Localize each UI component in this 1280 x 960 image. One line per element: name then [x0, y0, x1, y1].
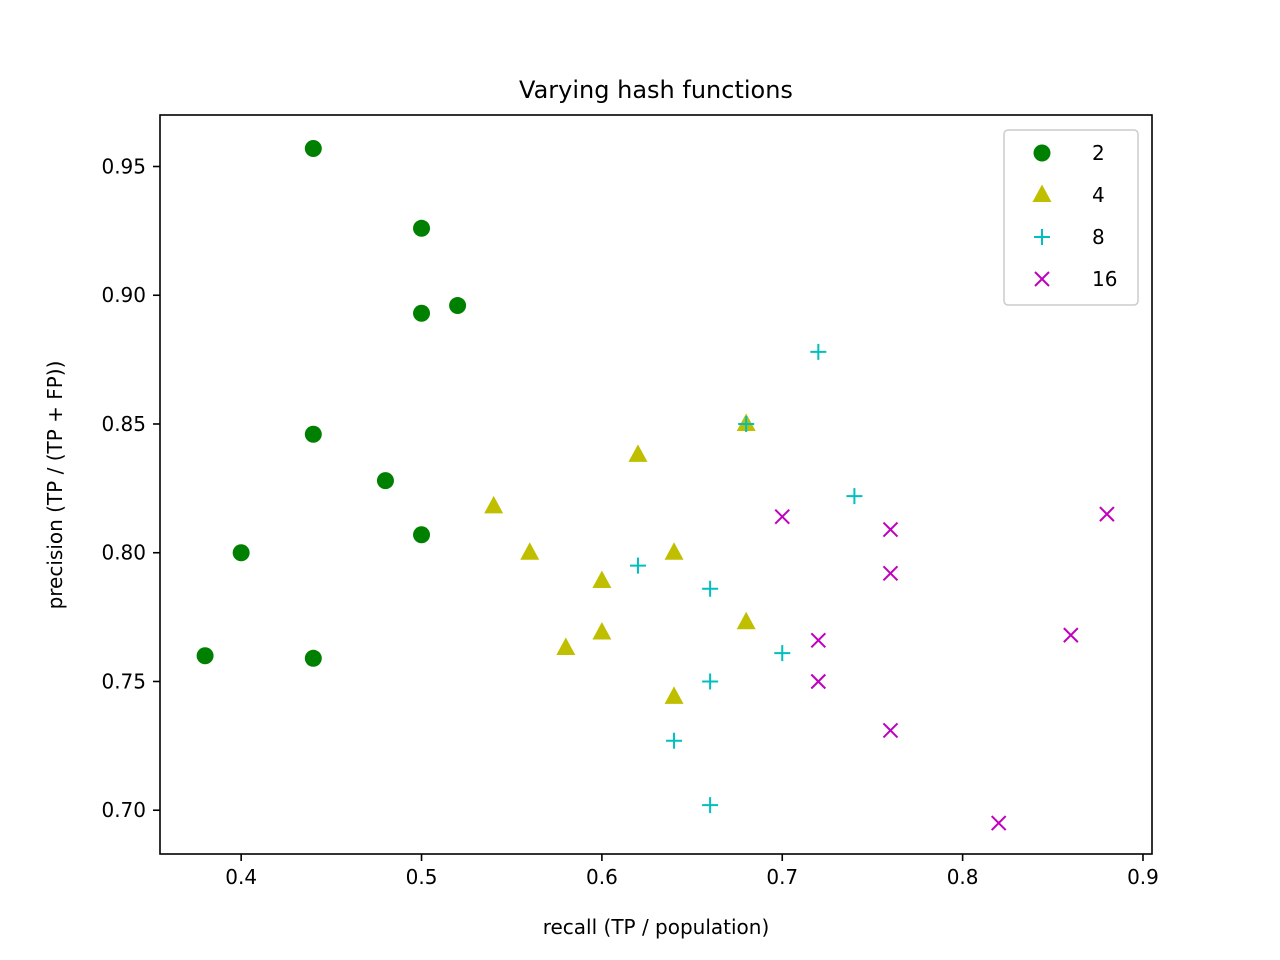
y-tick-label: 0.80 [101, 541, 146, 565]
legend-label: 8 [1092, 225, 1105, 249]
data-point [736, 611, 756, 630]
data-point [1099, 506, 1115, 522]
data-point [592, 622, 612, 640]
legend-entry-2: 2 [1033, 141, 1105, 165]
data-point [846, 488, 863, 505]
data-point [376, 472, 394, 490]
x-axis-label: recall (TP / population) [543, 915, 770, 939]
y-tick-label: 0.90 [101, 283, 146, 307]
legend-label: 4 [1092, 183, 1105, 207]
data-point [810, 632, 827, 648]
data-point [702, 580, 719, 597]
y-tick-label: 0.85 [101, 412, 146, 436]
data-point [413, 219, 431, 237]
data-point [882, 722, 899, 739]
data-point [449, 297, 467, 315]
data-point [882, 565, 899, 582]
data-point [304, 425, 322, 443]
data-point [702, 673, 719, 690]
data-point [1063, 627, 1079, 643]
x-tick-label: 0.4 [225, 865, 257, 889]
legend: 2 4 8 16 [1003, 129, 1139, 306]
legend-label: 16 [1092, 267, 1117, 291]
x-axis: 0.4 0.5 0.6 0.7 0.8 0.9 [225, 854, 1159, 889]
data-point [628, 444, 648, 462]
x-tick-label: 0.8 [947, 865, 979, 889]
data-point [990, 815, 1007, 831]
data-point [702, 797, 719, 814]
data-point [882, 521, 899, 538]
data-point [196, 647, 214, 665]
data-point [232, 544, 250, 562]
data-point [556, 637, 576, 656]
legend-label: 2 [1092, 141, 1105, 165]
data-point [592, 570, 612, 589]
data-point [413, 304, 431, 322]
legend-marker [1034, 229, 1050, 245]
data-point [666, 732, 683, 749]
data-point [774, 645, 791, 662]
series-4 [484, 413, 756, 704]
data-point [810, 673, 827, 690]
data-point [774, 508, 790, 525]
data-point [520, 542, 540, 560]
plot-markers [196, 139, 1115, 831]
legend-marker [1032, 184, 1052, 202]
data-point [664, 542, 684, 560]
legend-frame [1003, 129, 1139, 306]
legend-marker [1033, 144, 1051, 162]
series-8 [629, 343, 863, 814]
legend-marker [1034, 271, 1050, 287]
x-tick-label: 0.7 [766, 865, 798, 889]
x-tick-label: 0.6 [586, 865, 618, 889]
x-tick-label: 0.9 [1127, 865, 1159, 889]
data-point [304, 649, 322, 667]
plot-frame [159, 114, 1153, 855]
data-point [413, 526, 431, 544]
y-axis: 0.70 0.75 0.80 0.85 0.90 0.95 [101, 154, 160, 822]
y-axis-label: precision (TP / (TP + FP)) [43, 361, 67, 610]
data-point [810, 343, 827, 360]
y-tick-label: 0.70 [101, 798, 146, 822]
y-tick-label: 0.95 [101, 154, 146, 178]
data-point [738, 415, 755, 432]
data-point [484, 495, 504, 514]
data-point [304, 139, 322, 157]
data-point [629, 557, 646, 574]
legend-entry-8: 8 [1034, 225, 1105, 249]
y-tick-label: 0.75 [101, 669, 146, 693]
chart-title: Varying hash functions [519, 76, 793, 104]
series-2 [196, 139, 467, 667]
legend-entry-4: 4 [1032, 183, 1105, 207]
series-16 [774, 506, 1115, 831]
data-point [664, 686, 684, 704]
legend-entry-16: 16 [1034, 267, 1117, 291]
x-tick-label: 0.5 [406, 865, 438, 889]
